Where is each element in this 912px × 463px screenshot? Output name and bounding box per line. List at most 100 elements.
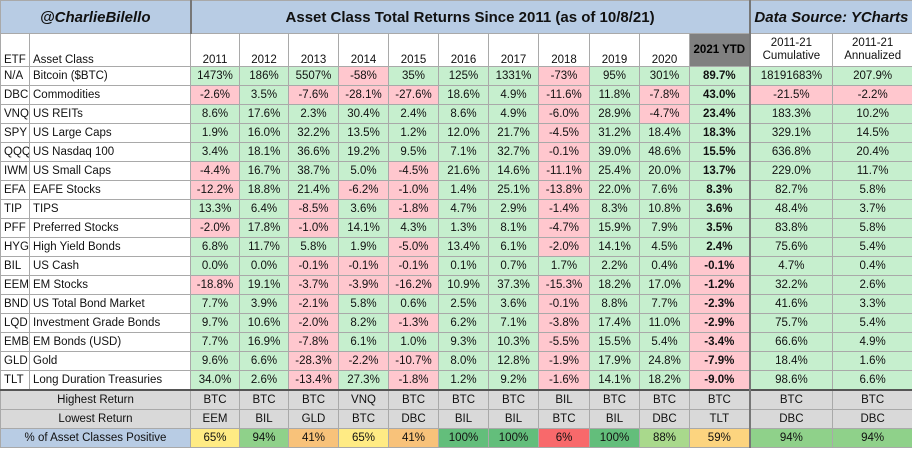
annual-return-cell: 7.7% [190,294,240,314]
annual-return-cell: 8.0% [438,351,489,371]
summary-value-positive: 100% [589,428,640,448]
ytd-return-cell: 3.5% [688,218,751,238]
annual-return-cell: -1.8% [388,199,439,219]
annualized-return-cell: 0.4% [832,256,912,276]
etf-ticker: VNQ [0,104,30,124]
annual-return-cell: 9.3% [438,332,489,352]
cumulative-return-cell: 75.7% [749,313,834,333]
annual-return-cell: -1.8% [388,370,439,391]
annual-return-cell: -3.8% [538,313,590,333]
ytd-return-cell: -2.9% [688,313,751,333]
annualized-return-cell: 11.7% [832,161,912,181]
annualized-return-cell: 5.8% [832,180,912,200]
summary-label-positive: % of Asset Classes Positive [0,428,191,448]
summary-row-positive: % of Asset Classes Positive 65% 94% 41% 65% 4… [0,428,912,448]
etf-ticker: EMB [0,332,30,352]
table-row: HYG High Yield Bonds 6.8% 11.7% 5.8% 1.9% -5.0… [0,237,912,257]
cumulative-return-cell: 18191683% [749,66,834,86]
summary-row-highest: Highest Return BTC BTC BTC VNQ BTC BTC BTC BIL BT… [0,389,912,410]
etf-ticker: HYG [0,237,30,257]
etf-ticker: EEM [0,275,30,295]
annual-return-cell: -1.6% [538,370,590,391]
annual-return-cell: 3.4% [190,142,240,162]
annual-return-cell: 10.6% [239,313,289,333]
col-header-year: 2017 [488,33,539,67]
annual-return-cell: 11.0% [639,313,690,333]
annual-return-cell: 6.4% [239,199,289,219]
annual-return-cell: 2.9% [488,199,539,219]
annual-return-cell: -7.8% [288,332,339,352]
etf-ticker: LQD [0,313,30,333]
annual-return-cell: 5.0% [338,161,389,181]
annual-return-cell: -1.9% [538,351,590,371]
annual-return-cell: -8.5% [288,199,339,219]
cumulative-return-cell: 183.3% [749,104,834,124]
asset-class-name: Investment Grade Bonds [29,313,191,333]
annual-return-cell: 35% [388,66,439,86]
annual-return-cell: 8.6% [438,104,489,124]
annual-return-cell: -11.6% [538,85,590,105]
col-header-year: 2020 [639,33,690,67]
annualized-return-cell: 3.7% [832,199,912,219]
annualized-return-cell: 2.6% [832,275,912,295]
annual-return-cell: 2.5% [438,294,489,314]
annual-return-cell: 1.2% [388,123,439,143]
annual-return-cell: -0.1% [538,294,590,314]
annual-return-cell: -1.0% [388,180,439,200]
annual-return-cell: 25.4% [589,161,640,181]
annual-return-cell: 14.1% [338,218,389,238]
annual-return-cell: 17.4% [589,313,640,333]
summary-value-positive: 100% [438,428,489,448]
summary-value-highest: BTC [239,389,289,410]
cumulative-return-cell: 329.1% [749,123,834,143]
annual-return-cell: 4.9% [488,85,539,105]
ytd-return-cell: -7.9% [688,351,751,371]
annual-return-cell: 11.7% [239,237,289,257]
annual-return-cell: 1.9% [338,237,389,257]
cumulative-return-cell: 41.6% [749,294,834,314]
summary-value-highest: BTC [639,389,690,410]
ytd-return-cell: -3.4% [688,332,751,352]
summary-value-positive: 88% [639,428,690,448]
annual-return-cell: 39.0% [589,142,640,162]
annual-return-cell: -4.5% [538,123,590,143]
annual-return-cell: 13.5% [338,123,389,143]
summary-value-highest: BTC [749,389,834,410]
summary-value-lowest: BTC [338,409,389,429]
annual-return-cell: 18.2% [589,275,640,295]
summary-value-lowest: DBC [639,409,690,429]
annual-return-cell: 11.8% [589,85,640,105]
summary-value-positive: 59% [688,428,751,448]
col-header-annualized: 2011-21 Annualized [832,33,912,67]
annual-return-cell: -2.0% [288,313,339,333]
annual-return-cell: 9.5% [388,142,439,162]
author-handle: @CharlieBilello [0,0,192,34]
cumulative-return-cell: 48.4% [749,199,834,219]
annual-return-cell: -16.2% [388,275,439,295]
annual-return-cell: 7.9% [639,218,690,238]
annual-return-cell: 12.8% [488,351,539,371]
annual-return-cell: -2.0% [190,218,240,238]
summary-value-highest: BIL [538,389,590,410]
summary-value-highest: BTC [388,389,439,410]
summary-value-lowest: BIL [438,409,489,429]
annual-return-cell: 4.3% [388,218,439,238]
annual-return-cell: -28.1% [338,85,389,105]
col-header-asset-class: Asset Class [29,33,191,67]
table-row: TIP TIPS 13.3% 6.4% -8.5% 3.6% -1.8% 4.7% 2.9% -1… [0,199,912,219]
annual-return-cell: -2.2% [338,351,389,371]
annual-return-cell: 38.7% [288,161,339,181]
annual-return-cell: 17.9% [589,351,640,371]
cumulative-return-cell: 75.6% [749,237,834,257]
asset-class-name: US Large Caps [29,123,191,143]
annual-return-cell: -58% [338,66,389,86]
annual-return-cell: 25.1% [488,180,539,200]
annual-return-cell: -7.6% [288,85,339,105]
annual-return-cell: 301% [639,66,690,86]
col-header-ytd: 2021 YTD [688,33,751,67]
annual-return-cell: 16.7% [239,161,289,181]
ytd-return-cell: -1.2% [688,275,751,295]
annual-return-cell: -0.1% [338,256,389,276]
cumulative-return-cell: 82.7% [749,180,834,200]
annual-return-cell: 95% [589,66,640,86]
